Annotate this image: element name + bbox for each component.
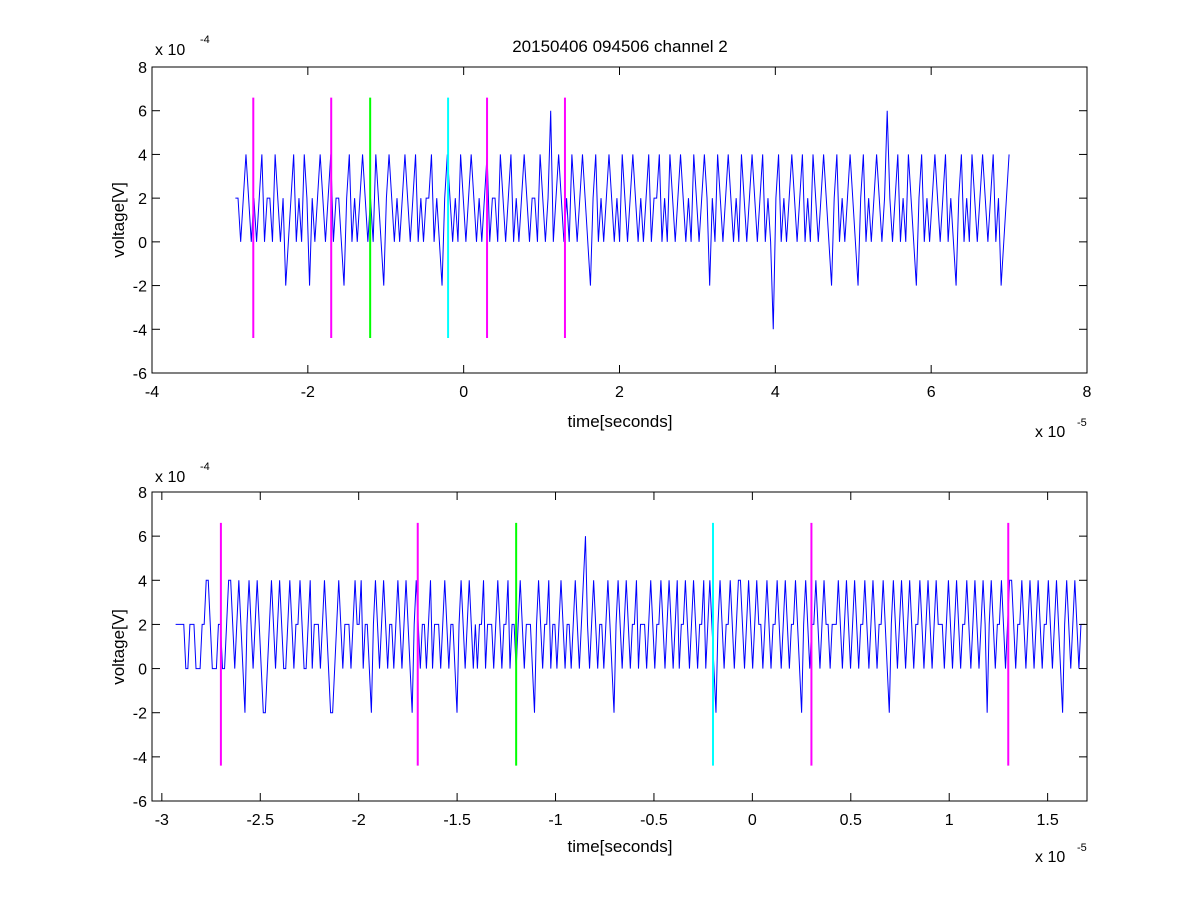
x-tick-label: -2 — [301, 384, 315, 401]
x-tick-label: 0 — [748, 812, 757, 829]
x-tick-label: -1 — [548, 812, 562, 829]
y-tick-label: 6 — [138, 104, 147, 121]
data-series-0 — [175, 536, 1086, 714]
x-axis-label-top: time[seconds] — [568, 412, 673, 431]
x-tick-label: 6 — [927, 384, 936, 401]
x-exponent-power-top: -5 — [1077, 417, 1087, 429]
x-tick-label: 1.5 — [1037, 812, 1059, 829]
y-tick-label: 6 — [138, 529, 147, 546]
x-tick-label: -1.5 — [443, 812, 471, 829]
x-tick-label: 0.5 — [840, 812, 862, 829]
x-tick-label: -3 — [155, 812, 169, 829]
y-exponent-power-bottom: -4 — [200, 461, 210, 473]
y-tick-label: 0 — [138, 235, 147, 252]
y-tick-label: 4 — [138, 573, 147, 590]
y-tick-label: 4 — [138, 147, 147, 164]
x-tick-label: -4 — [145, 384, 159, 401]
x-tick-label: 4 — [771, 384, 780, 401]
y-tick-label: -4 — [133, 750, 147, 767]
x-tick-label: -2.5 — [246, 812, 274, 829]
x-tick-label: -2 — [352, 812, 366, 829]
axes-bottom: x 10 -4 voltage[V] time[seconds] x 10 -5… — [109, 461, 1088, 866]
figure-title: 20150406 094506 channel 2 — [512, 37, 728, 56]
y-exponent-power-top: -4 — [200, 34, 210, 46]
y-axis-label-bottom: voltage[V] — [109, 609, 128, 685]
y-exponent-base-top: x 10 — [155, 42, 185, 59]
x-tick-label: 8 — [1083, 384, 1092, 401]
y-tick-label: 2 — [138, 191, 147, 208]
y-tick-label: -6 — [133, 366, 147, 383]
x-axis-label-bottom: time[seconds] — [568, 837, 673, 856]
y-tick-label: 2 — [138, 617, 147, 634]
plot-area — [151, 66, 1088, 374]
y-tick-label: 8 — [138, 60, 147, 77]
x-exponent-base-top: x 10 — [1035, 424, 1065, 441]
y-tick-label: -2 — [133, 706, 147, 723]
x-tick-label: 0 — [459, 384, 468, 401]
y-exponent-base-bottom: x 10 — [155, 469, 185, 486]
y-tick-label: -4 — [133, 322, 147, 339]
y-tick-label: 8 — [138, 485, 147, 502]
x-tick-label: 2 — [615, 384, 624, 401]
x-exponent-power-bottom: -5 — [1077, 842, 1087, 854]
y-tick-label: 0 — [138, 662, 147, 679]
x-tick-label: 1 — [945, 812, 954, 829]
x-exponent-base-bottom: x 10 — [1035, 849, 1065, 866]
plot-area — [151, 491, 1088, 802]
data-series-0 — [235, 110, 1010, 330]
x-tick-label: -0.5 — [640, 812, 668, 829]
y-tick-label: -2 — [133, 279, 147, 296]
y-tick-label: -6 — [133, 794, 147, 811]
axes-top: x 10 -4 voltage[V] time[seconds] x 10 -5… — [109, 34, 1092, 441]
y-axis-label-top: voltage[V] — [109, 182, 128, 258]
